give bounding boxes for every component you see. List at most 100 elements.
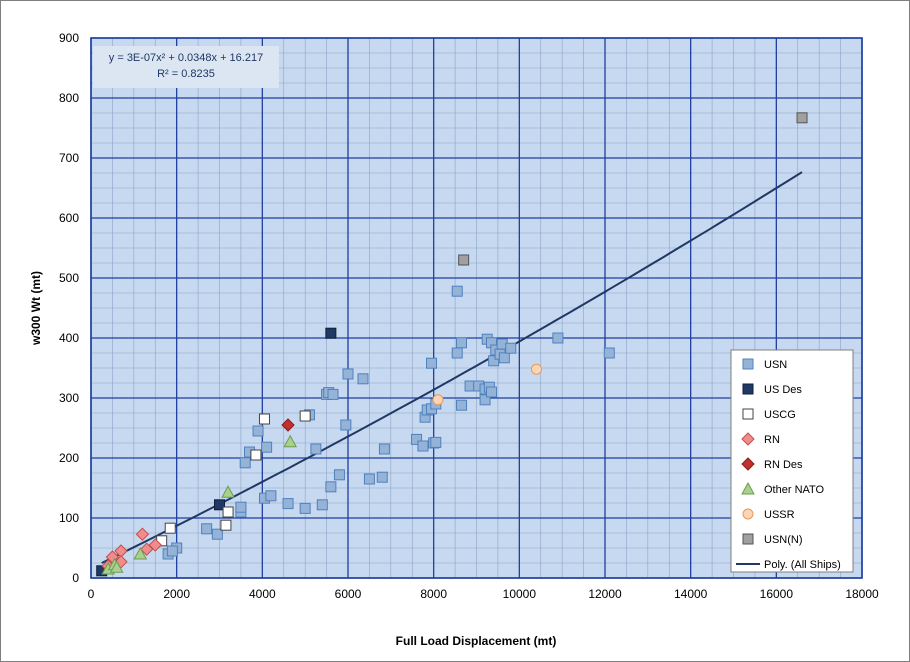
x-tick-label: 8000 — [420, 587, 447, 601]
x-tick-label: 10000 — [503, 587, 537, 601]
x-tick-label: 18000 — [845, 587, 879, 601]
point-usn — [282, 498, 294, 510]
trendline-equation: y = 3E-07x² + 0.0348x + 16.217 — [109, 52, 263, 64]
point-usn — [327, 388, 339, 400]
point-usn — [363, 473, 375, 485]
point-usn — [357, 373, 369, 385]
point-us-des — [325, 327, 337, 339]
y-tick-label: 0 — [72, 571, 79, 585]
point-usn — [239, 457, 251, 469]
point-usn — [603, 347, 615, 359]
point-usn — [498, 352, 510, 364]
legend-marker-usn — [742, 358, 754, 370]
legend-marker-ussr — [742, 508, 754, 520]
point-uscg — [250, 449, 262, 461]
x-tick-label: 12000 — [588, 587, 622, 601]
point-usn — [488, 355, 500, 367]
point-usn — [340, 419, 352, 431]
legend-marker-us-des — [742, 383, 754, 395]
legend-label-ussr: USSR — [764, 509, 795, 521]
point-ussr — [432, 394, 444, 406]
point-usn — [235, 501, 247, 513]
y-tick-label: 600 — [59, 211, 79, 225]
point-uscg — [258, 413, 270, 425]
point-uscg — [299, 410, 311, 422]
point-usn — [299, 502, 311, 514]
y-tick-label: 200 — [59, 451, 79, 465]
point-usn — [378, 443, 390, 455]
x-axis-title: Full Load Displacement (mt) — [396, 634, 557, 648]
point-other-nato — [283, 434, 298, 448]
legend-marker-uscg — [742, 408, 754, 420]
point-usn — [426, 357, 438, 369]
legend-marker-rn-des — [741, 457, 755, 471]
y-axis-title: w300 Wt (mt) — [29, 271, 43, 346]
point-usn — [479, 394, 491, 406]
point-usn — [456, 399, 468, 411]
point-uscg — [220, 519, 232, 531]
legend-label-trendline: Poly. (All Ships) — [764, 559, 841, 571]
x-tick-label: 14000 — [674, 587, 708, 601]
point-usn — [166, 545, 178, 557]
legend-label-rn-des: RN Des — [764, 459, 803, 471]
point-uscg — [164, 522, 176, 534]
legend-marker-other-nato — [741, 481, 755, 495]
equation-box: y = 3E-07x² + 0.0348x + 16.217 R² = 0.82… — [93, 46, 279, 88]
legend: USN US Des USCG RN RN Des Other NATO USSR USN(N… — [730, 349, 854, 573]
point-usn — [505, 342, 517, 354]
legend-label-rn: RN — [764, 434, 780, 446]
point-usn — [411, 433, 423, 445]
x-tick-label: 16000 — [760, 587, 794, 601]
legend-label-us-des: US Des — [764, 384, 802, 396]
legend-marker-rn — [741, 432, 755, 446]
y-tick-label: 100 — [59, 511, 79, 525]
point-usn — [456, 337, 468, 349]
point-rn-des — [281, 418, 295, 432]
y-axis-ticks: 0 100 200 300 400 500 600 700 800 900 — [59, 31, 79, 585]
point-usn — [333, 469, 345, 481]
x-tick-label: 2000 — [163, 587, 190, 601]
legend-label-uscg: USCG — [764, 409, 796, 421]
point-other-nato — [133, 546, 148, 560]
point-usn — [252, 425, 264, 437]
point-usn — [316, 499, 328, 511]
y-tick-label: 400 — [59, 331, 79, 345]
x-axis-ticks: 0 2000 4000 6000 8000 10000 12000 14000 16000 180… — [88, 587, 879, 601]
point-usn — [451, 347, 463, 359]
point-ussr — [530, 363, 542, 375]
legend-marker-usn-n — [742, 533, 754, 545]
y-tick-label: 300 — [59, 391, 79, 405]
point-usn — [261, 441, 273, 453]
x-tick-label: 6000 — [335, 587, 362, 601]
major-gridlines — [90, 37, 863, 579]
point-usn — [430, 436, 442, 448]
trendline-r-squared: R² = 0.8235 — [157, 68, 215, 80]
y-tick-label: 800 — [59, 91, 79, 105]
point-usn-n — [796, 112, 808, 124]
point-us-des — [214, 499, 225, 511]
y-tick-label: 900 — [59, 31, 79, 45]
point-usn — [552, 332, 564, 344]
point-rn — [139, 542, 154, 556]
x-tick-label: 4000 — [249, 587, 276, 601]
point-usn — [342, 368, 354, 380]
point-usn — [265, 490, 277, 502]
point-usn-n — [458, 254, 470, 266]
point-usn — [201, 523, 213, 535]
point-usn — [376, 471, 388, 483]
legend-label-usn-n: USN(N) — [764, 534, 803, 546]
point-usn — [417, 440, 429, 452]
plot-border — [90, 37, 863, 579]
x-tick-label: 0 — [88, 587, 95, 601]
point-usn — [325, 481, 337, 493]
point-usn — [211, 528, 223, 540]
point-other-nato — [221, 485, 235, 498]
point-uscg — [222, 506, 234, 518]
point-rn — [148, 538, 162, 552]
y-tick-label: 500 — [59, 271, 79, 285]
y-tick-label: 700 — [59, 151, 79, 165]
point-usn — [485, 386, 497, 398]
point-usn — [451, 285, 463, 297]
point-other-nato — [109, 560, 124, 573]
